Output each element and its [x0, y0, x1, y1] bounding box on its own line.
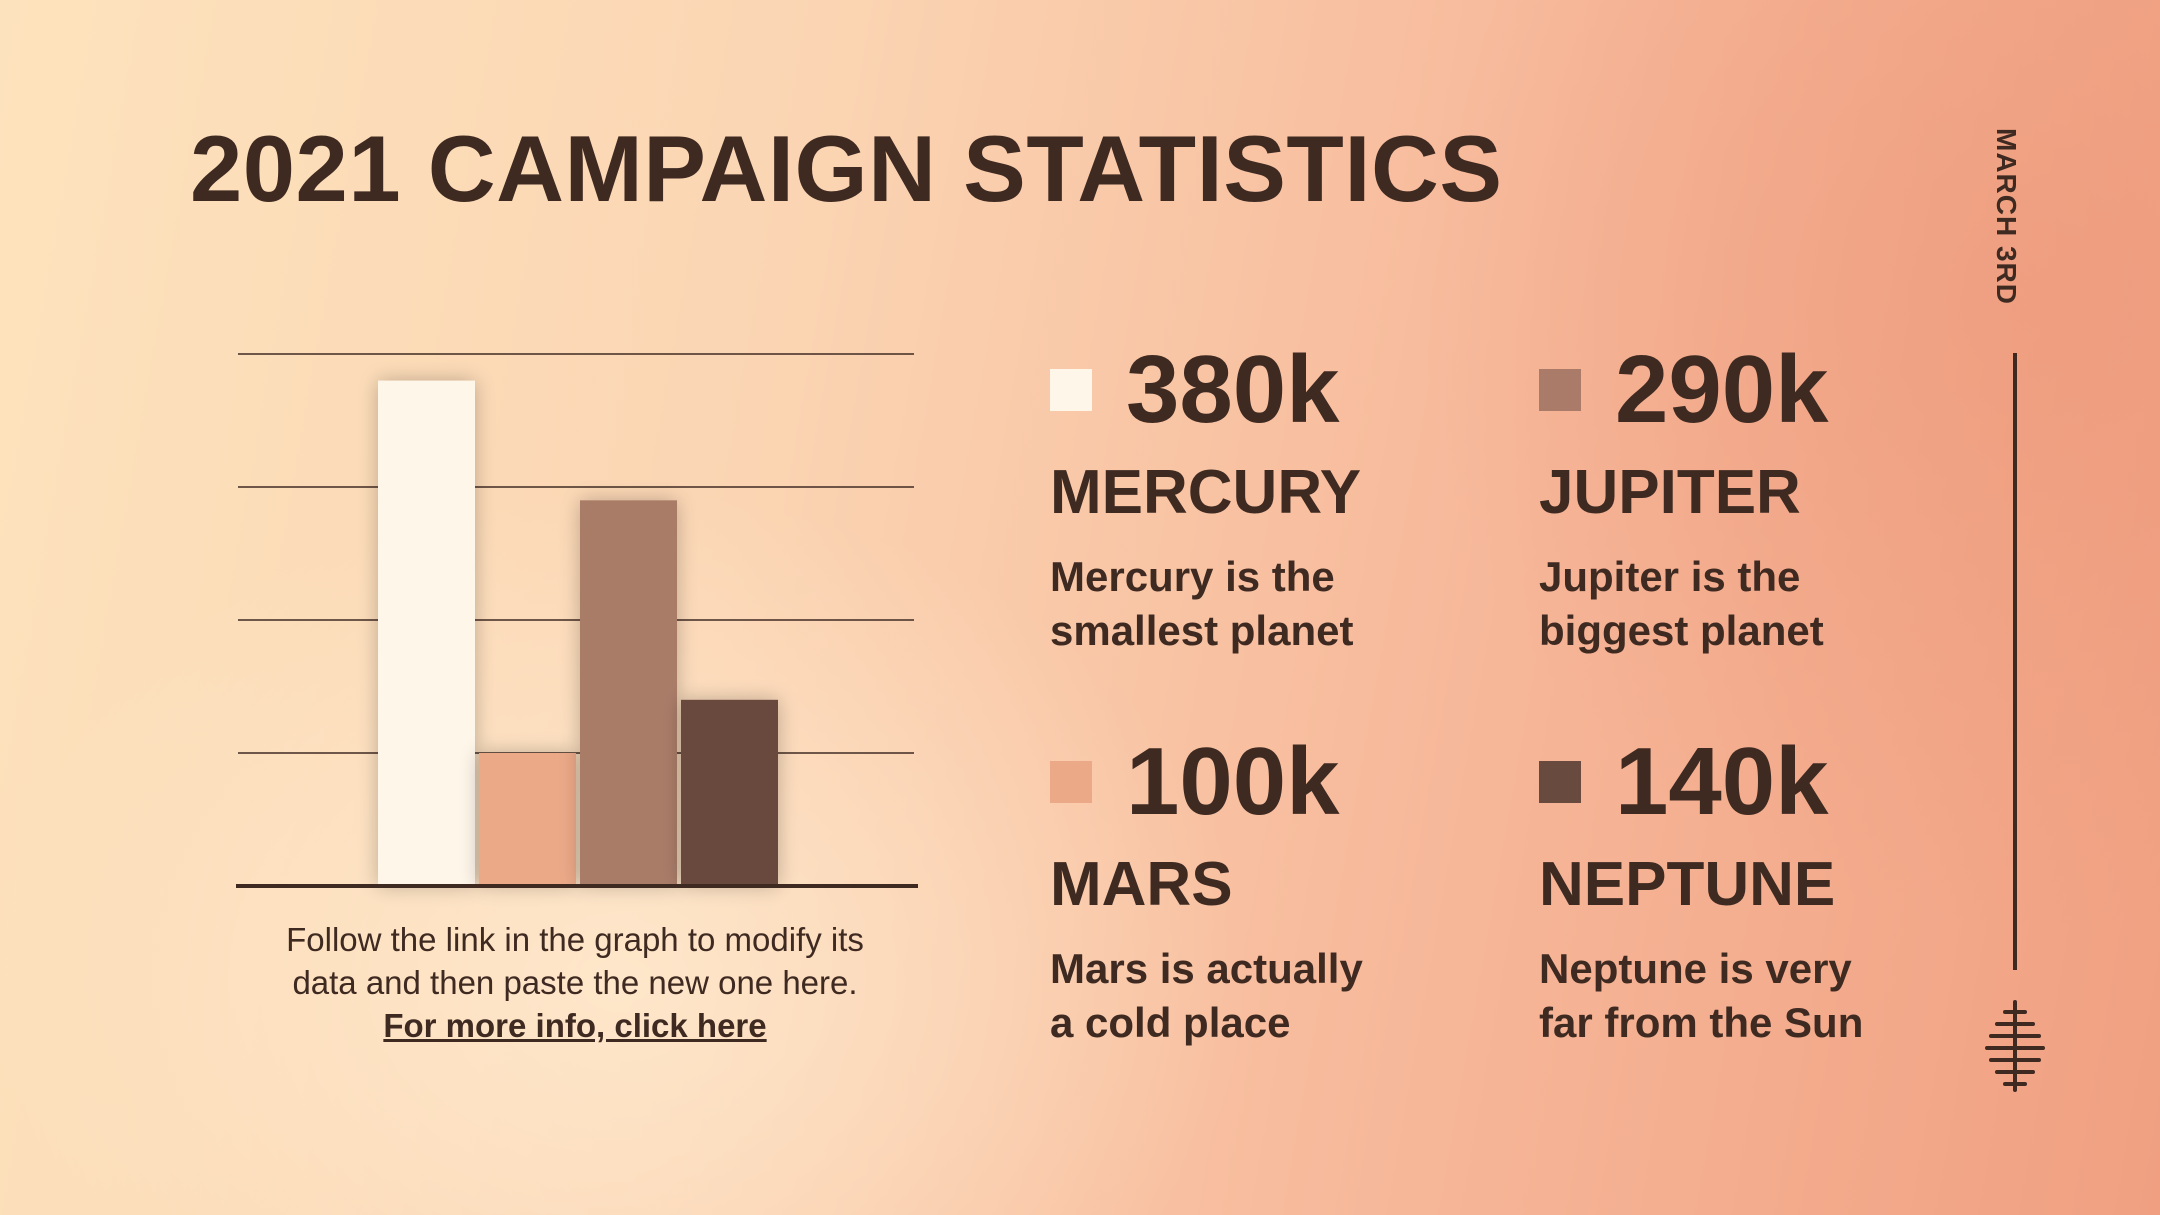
- stat-description-line-2: smallest planet: [1050, 607, 1354, 654]
- stat-description-line-1: Neptune is very: [1539, 945, 1852, 992]
- stat-description-line-2: biggest planet: [1539, 607, 1824, 654]
- more-info-link[interactable]: For more info, click here: [383, 1007, 767, 1044]
- bar-chart-svg[interactable]: [230, 340, 920, 900]
- stat-description-line-1: Mercury is the: [1050, 553, 1335, 600]
- date-label: MARCH 3RD: [1991, 128, 2022, 305]
- chart-caption: Follow the link in the graph to modify i…: [230, 918, 920, 1047]
- stat-description-line-1: Jupiter is the: [1539, 553, 1801, 600]
- side-divider-line: [2013, 353, 2017, 970]
- bar-mars[interactable]: [479, 753, 576, 886]
- page-title: 2021 CAMPAIGN STATISTICS: [190, 116, 1503, 221]
- stat-value: 100k: [1126, 728, 1340, 835]
- legend-swatch-mars: [1050, 761, 1092, 803]
- stat-name: NEPTUNE: [1539, 850, 1836, 919]
- stat-mars: 100k MARS Mars is actually a cold place: [1050, 732, 1520, 1050]
- bar-jupiter[interactable]: [580, 500, 677, 886]
- bar-mercury[interactable]: [378, 380, 475, 886]
- stat-value: 290k: [1615, 336, 1829, 443]
- caption-line-1: Follow the link in the graph to modify i…: [286, 921, 864, 958]
- stat-description: Neptune is very far from the Sun: [1539, 942, 2009, 1050]
- stat-value: 380k: [1126, 336, 1340, 443]
- stat-name: JUPITER: [1539, 458, 1801, 527]
- stat-description: Mars is actually a cold place: [1050, 942, 1520, 1050]
- stat-description-line-2: a cold place: [1050, 999, 1291, 1046]
- waveform-icon: [1985, 1000, 2045, 1092]
- bar-neptune[interactable]: [681, 699, 778, 886]
- legend-swatch-jupiter: [1539, 369, 1581, 411]
- legend-swatch-neptune: [1539, 761, 1581, 803]
- stat-description: Mercury is the smallest planet: [1050, 550, 1520, 658]
- caption-line-2: data and then paste the new one here.: [292, 964, 858, 1001]
- stat-description: Jupiter is the biggest planet: [1539, 550, 2009, 658]
- stat-neptune: 140k NEPTUNE Neptune is very far from th…: [1539, 732, 2009, 1050]
- stat-jupiter: 290k JUPITER Jupiter is the biggest plan…: [1539, 340, 2009, 658]
- stat-value: 140k: [1615, 728, 1829, 835]
- legend-swatch-mercury: [1050, 369, 1092, 411]
- stat-mercury: 380k MERCURY Mercury is the smallest pla…: [1050, 340, 1520, 658]
- stat-description-line-1: Mars is actually: [1050, 945, 1363, 992]
- stat-name: MARS: [1050, 850, 1233, 919]
- stat-name: MERCURY: [1050, 458, 1362, 527]
- bar-chart[interactable]: [230, 340, 920, 900]
- stat-description-line-2: far from the Sun: [1539, 999, 1864, 1046]
